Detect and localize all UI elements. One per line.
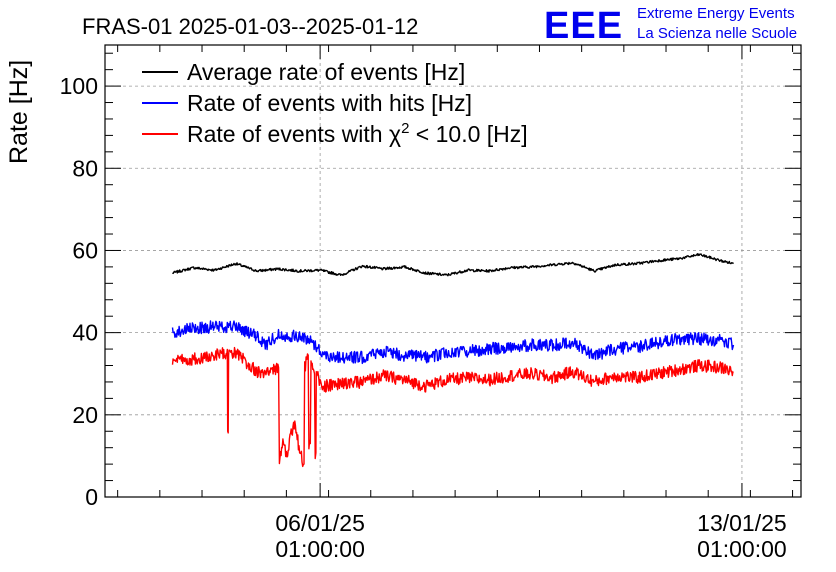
x-tick-date: 06/01/25 xyxy=(275,510,365,536)
logo-line-1: Extreme Energy Events xyxy=(637,5,795,22)
legend-label: Average rate of events [Hz] xyxy=(187,59,465,85)
legend: Average rate of events [Hz] Rate of event… xyxy=(142,59,528,147)
series-line xyxy=(171,346,734,468)
plot-frame xyxy=(104,44,802,498)
y-tick-label: 20 xyxy=(72,402,98,428)
x-tick-time: 01:00:00 xyxy=(275,536,365,562)
series-line xyxy=(171,320,735,365)
y-axis-label: Rate [Hz] xyxy=(5,60,33,164)
legend-label-suffix: < 10.0 [Hz] xyxy=(409,121,527,147)
chart-title: FRAS-01 2025-01-03--2025-01-12 xyxy=(82,14,418,39)
legend-label: Rate of events with hits [Hz] xyxy=(187,90,472,116)
axes: 02040608010006/01/2501:00:0013/01/2501:0… xyxy=(60,44,802,562)
x-tick-time: 01:00:00 xyxy=(697,536,787,562)
y-tick-label: 0 xyxy=(85,484,98,510)
x-tick-date: 13/01/25 xyxy=(697,510,787,536)
legend-label: Rate of events with χ2 < 10.0 [Hz] xyxy=(187,120,528,147)
legend-label-prefix: Rate of events with xyxy=(187,121,389,147)
y-tick-label: 60 xyxy=(72,237,98,263)
logo-line-2: La Scienza nelle Scuole xyxy=(637,25,797,42)
y-tick-label: 100 xyxy=(60,73,98,99)
series-layer xyxy=(171,253,735,468)
grid xyxy=(105,45,801,497)
logo-mark: EEE xyxy=(544,5,623,47)
legend-label-symbol: χ xyxy=(389,121,401,147)
eee-logo: EEE Extreme Energy Events La Scienza nel… xyxy=(544,5,797,47)
y-tick-label: 40 xyxy=(72,320,98,346)
series-line xyxy=(172,253,734,277)
legend-label-sup: 2 xyxy=(401,120,409,137)
y-tick-label: 80 xyxy=(72,155,98,181)
